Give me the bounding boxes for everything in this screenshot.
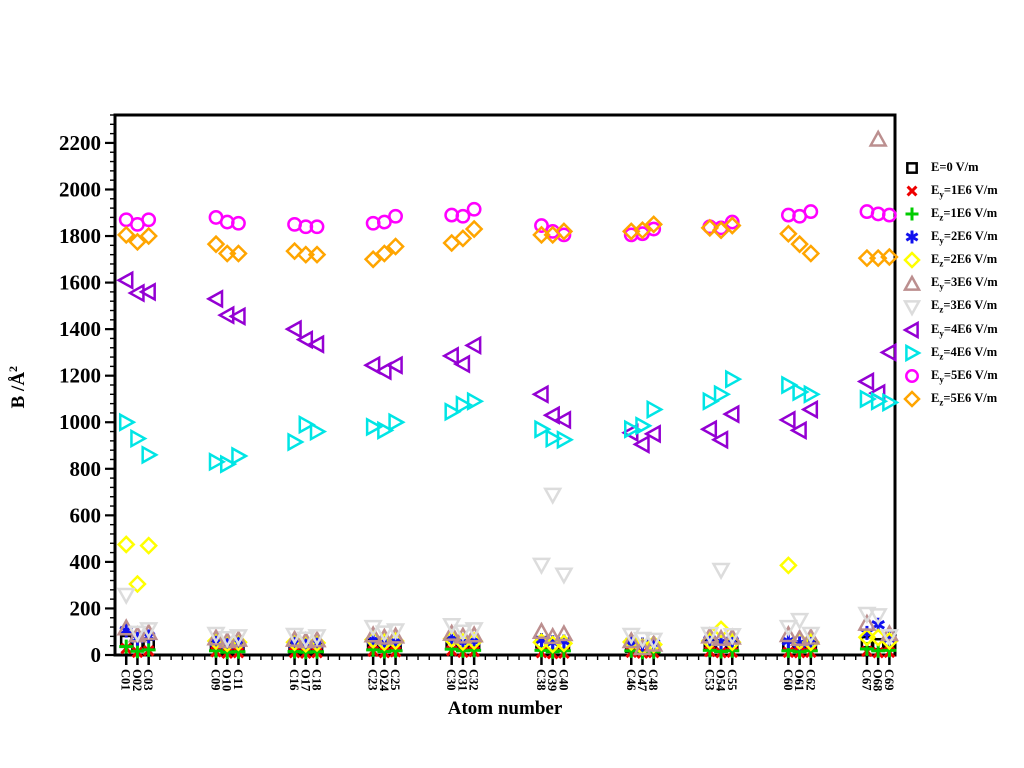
x-tick-label: C32 — [467, 669, 481, 691]
x-tick-label: C11 — [231, 669, 245, 690]
legend-label: Ez=3E6 V/m — [931, 298, 998, 315]
y-tick-label: 1200 — [59, 364, 101, 388]
y-tick-label: 0 — [91, 643, 102, 667]
x-tick-label: C01 — [119, 669, 133, 691]
legend-entry: Ez=5E6 V/m — [902, 388, 998, 411]
legend-label: Ez=5E6 V/m — [931, 391, 998, 408]
x-tick-label: O68 — [871, 669, 885, 691]
legend-label: Ey=1E6 V/m — [931, 182, 998, 200]
x-tick-label: C40 — [556, 669, 570, 691]
x-tick-label: C69 — [882, 669, 896, 691]
legend-label: Ez=4E6 V/m — [931, 344, 998, 362]
x-tick-label: C60 — [781, 669, 795, 691]
y-tick-label: 400 — [70, 550, 102, 574]
legend-marker-x-icon — [906, 185, 918, 197]
legend-label: Ey=2E6 V/m — [931, 228, 998, 246]
x-tick-label: O10 — [220, 669, 234, 691]
y-axis-title-exponent: 2 — [5, 365, 20, 372]
legend-label: Ey=4E6 V/m — [931, 321, 998, 339]
series-triangle-right — [118, 369, 900, 474]
x-tick-label: C67 — [859, 669, 873, 691]
x-tick-label: O17 — [298, 669, 312, 691]
legend-marker-diamond-icon — [903, 390, 921, 409]
x-tick-label: C55 — [725, 669, 739, 691]
x-tick-label: C09 — [209, 669, 223, 691]
y-tick-label: 1600 — [59, 271, 101, 295]
legend-entry: Ez=4E6 V/m — [902, 342, 998, 365]
x-tick-label: C16 — [287, 669, 301, 691]
legend-entry: Ey=1E6 V/m — [902, 179, 998, 202]
x-tick-label: C18 — [310, 669, 324, 691]
x-tick-label: C62 — [803, 669, 817, 691]
series-circle — [118, 201, 897, 243]
y-tick-label: 600 — [70, 503, 102, 527]
x-tick-label: C46 — [624, 669, 638, 691]
x-tick-label: C23 — [366, 669, 380, 691]
y-tick-label: 1400 — [59, 317, 101, 341]
legend-marker-square-icon — [906, 161, 918, 174]
x-tick-label: C38 — [534, 669, 548, 691]
y-tick-label: 1800 — [59, 224, 101, 248]
legend-entry: Ey=5E6 V/m — [902, 365, 998, 388]
y-tick-label: 200 — [70, 596, 102, 620]
x-tick-label: O24 — [377, 669, 391, 692]
x-tick-label: C53 — [702, 669, 716, 691]
x-tick-label: O39 — [545, 669, 559, 691]
y-tick-label: 2200 — [59, 131, 101, 155]
legend-marker-triangle-up-icon — [902, 273, 922, 291]
legend-entry: Ey=3E6 V/m — [902, 272, 998, 295]
legend-marker-asterisk-icon — [905, 230, 919, 244]
legend-label: E=0 V/m — [931, 160, 979, 175]
legend-entry: Ey=4E6 V/m — [902, 318, 998, 341]
legend-label: Ez=1E6 V/m — [931, 205, 998, 223]
legend-entry: Ez=2E6 V/m — [902, 249, 998, 272]
y-tick-label: 2000 — [59, 177, 101, 201]
legend-marker-diamond-icon — [903, 251, 921, 270]
x-tick-label: O61 — [792, 669, 806, 691]
legend-label: Ez=2E6 V/m — [931, 252, 998, 269]
legend-marker-triangle-right-icon — [905, 343, 922, 363]
y-tick-label: 1000 — [59, 410, 101, 434]
x-tick-label: C25 — [388, 669, 402, 691]
plot-frame — [113, 113, 897, 657]
x-tick-label: O47 — [635, 669, 649, 691]
legend-marker-triangle-down-icon — [902, 299, 922, 317]
series-triangle-up — [116, 129, 900, 656]
legend: E=0 V/m Ey=1E6 V/m Ez=1E6 V/m Ey=2E6 V/m Ez=… — [902, 156, 998, 411]
legend-entry: Ez=1E6 V/m — [902, 202, 998, 225]
x-tick-label: O31 — [455, 669, 469, 691]
legend-label: Ey=3E6 V/m — [931, 275, 998, 292]
series-triangle-left — [116, 270, 897, 454]
x-tick-label: O54 — [714, 669, 728, 692]
series-triangle-down — [116, 487, 900, 650]
y-tick-label: 800 — [70, 457, 102, 481]
y-axis-title: B /Å2 — [6, 307, 30, 467]
x-axis-title: Atom number — [447, 698, 563, 719]
series-diamond — [116, 215, 899, 269]
legend-marker-plus-icon — [905, 207, 919, 221]
legend-entry: E=0 V/m — [902, 156, 998, 179]
x-tick-label: O02 — [130, 669, 144, 691]
legend-label: Ey=5E6 V/m — [931, 368, 998, 385]
legend-entry: Ey=2E6 V/m — [902, 226, 998, 249]
legend-marker-triangle-left-icon — [902, 320, 919, 340]
x-tick-label: C03 — [141, 669, 155, 691]
legend-marker-circle-icon — [905, 369, 919, 384]
x-tick-label: C48 — [646, 669, 660, 691]
x-tick-label: C30 — [444, 669, 458, 691]
legend-entry: Ez=3E6 V/m — [902, 295, 998, 318]
y-axis-title-base: B /Å — [8, 371, 30, 409]
